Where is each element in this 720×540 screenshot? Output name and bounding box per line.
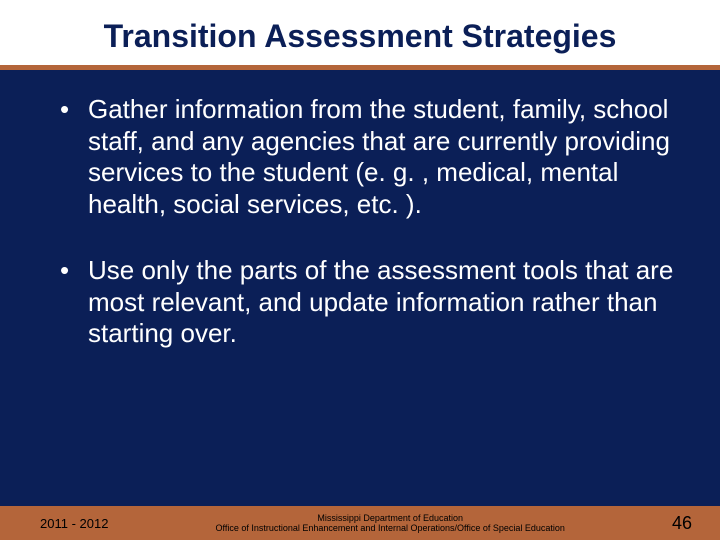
body-area: Gather information from the student, fam… xyxy=(0,70,720,350)
footer-org-line2: Office of Instructional Enhancement and … xyxy=(116,523,664,533)
footer-bar: 2011 - 2012 Mississippi Department of Ed… xyxy=(0,506,720,540)
slide: Transition Assessment Strategies Gather … xyxy=(0,0,720,540)
bullet-item: Use only the parts of the assessment too… xyxy=(60,255,674,350)
footer-year: 2011 - 2012 xyxy=(0,516,108,531)
footer-org: Mississippi Department of Education Offi… xyxy=(108,513,672,534)
slide-number: 46 xyxy=(672,513,720,534)
footer-org-line1: Mississippi Department of Education xyxy=(116,513,664,523)
bullet-item: Gather information from the student, fam… xyxy=(60,94,674,221)
slide-title: Transition Assessment Strategies xyxy=(20,18,700,55)
title-band: Transition Assessment Strategies xyxy=(0,0,720,65)
